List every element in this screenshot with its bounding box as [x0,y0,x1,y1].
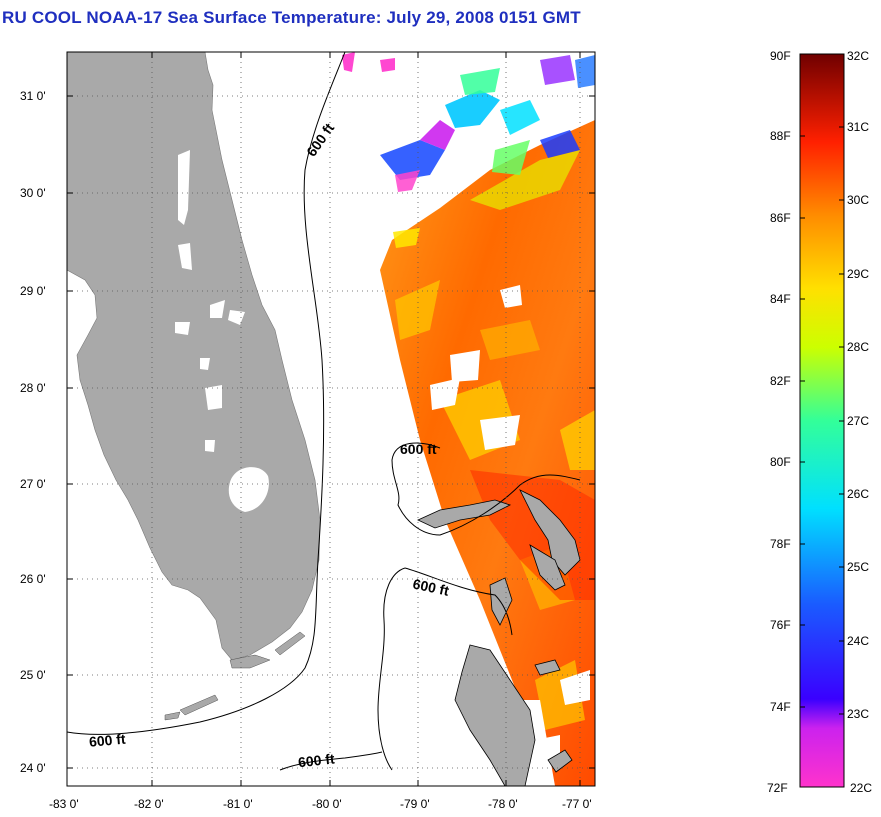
colorbar-f-label: 84F [770,292,791,306]
colorbar-f-label: 74F [770,700,791,714]
contour-label: 600 ft [88,731,126,750]
colorbar-f-label: 78F [770,537,791,551]
map-border [66,51,596,787]
lon-label: -81 0' [223,797,253,811]
colorbar-c-label: 24C [847,634,869,648]
colorbar-f-label: 88F [770,129,791,143]
colorbar-gradient [799,53,845,788]
colorbar-c-label: 32C [847,49,869,63]
colorbar-f-label: 76F [770,618,791,632]
colorbar-c-label: 23C [847,707,869,721]
colorbar-c-label: 30C [847,193,869,207]
contour-label: 600 ft [400,441,437,457]
lat-label: 31 0' [20,89,46,103]
lat-label: 26 0' [20,572,46,586]
longitude-labels: -83 0' -82 0' -81 0' -80 0' -79 0' -78 0… [49,797,592,811]
colorbar-f-label: 80F [770,455,791,469]
lon-label: -82 0' [134,797,164,811]
colorbar-c-label: 25C [847,560,869,574]
latitude-labels: 31 0' 30 0' 29 0' 28 0' 27 0' 26 0' 25 0… [20,89,46,775]
lat-label: 27 0' [20,477,46,491]
lon-label: -77 0' [562,797,592,811]
contour-label: 600 ft [297,750,335,770]
lon-label: -79 0' [400,797,430,811]
colorbar-c-label: 29C [847,267,869,281]
map-ticks [66,52,595,786]
map-title: RU COOL NOAA-17 Sea Surface Temperature:… [2,8,581,27]
colorbar-c-label: 27C [847,414,869,428]
florida-lakes [175,150,269,512]
colorbar: 90F 88F 86F 84F 82F 80F 78F 76F 74F 72F … [767,49,872,795]
contour-label: 600 ft [411,575,450,598]
lon-label: -80 0' [312,797,342,811]
lat-label: 29 0' [20,284,46,298]
colorbar-c-label: 28C [847,340,869,354]
lat-label: 30 0' [20,186,46,200]
colorbar-f-label: 82F [770,374,791,388]
lat-label: 24 0' [20,761,46,775]
colorbar-f-label: 90F [770,49,791,63]
graticule [67,52,595,786]
colorbar-c-label: 31C [847,120,869,134]
colorbar-c-label: 26C [847,487,869,501]
colorbar-c-label: 22C [850,781,872,795]
map-area: 600 ft 600 ft 600 ft 600 ft 600 ft [67,52,595,786]
colorbar-f-label: 86F [770,211,791,225]
depth-contours [67,52,581,771]
lat-label: 28 0' [20,381,46,395]
bahamas-land [417,489,581,786]
lon-label: -83 0' [49,797,79,811]
lat-label: 25 0' [20,668,46,682]
colorbar-f-label: 72F [767,781,788,795]
florida-keys [164,631,306,721]
lon-label: -78 0' [488,797,518,811]
